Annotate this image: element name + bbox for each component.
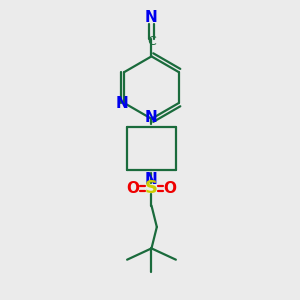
Text: O: O [164,181,176,196]
Text: O: O [127,181,140,196]
Text: C: C [147,35,156,48]
Text: S: S [145,179,158,197]
Text: N: N [145,172,158,187]
Text: N: N [116,96,128,111]
Text: N: N [145,10,158,25]
Text: N: N [145,110,158,125]
